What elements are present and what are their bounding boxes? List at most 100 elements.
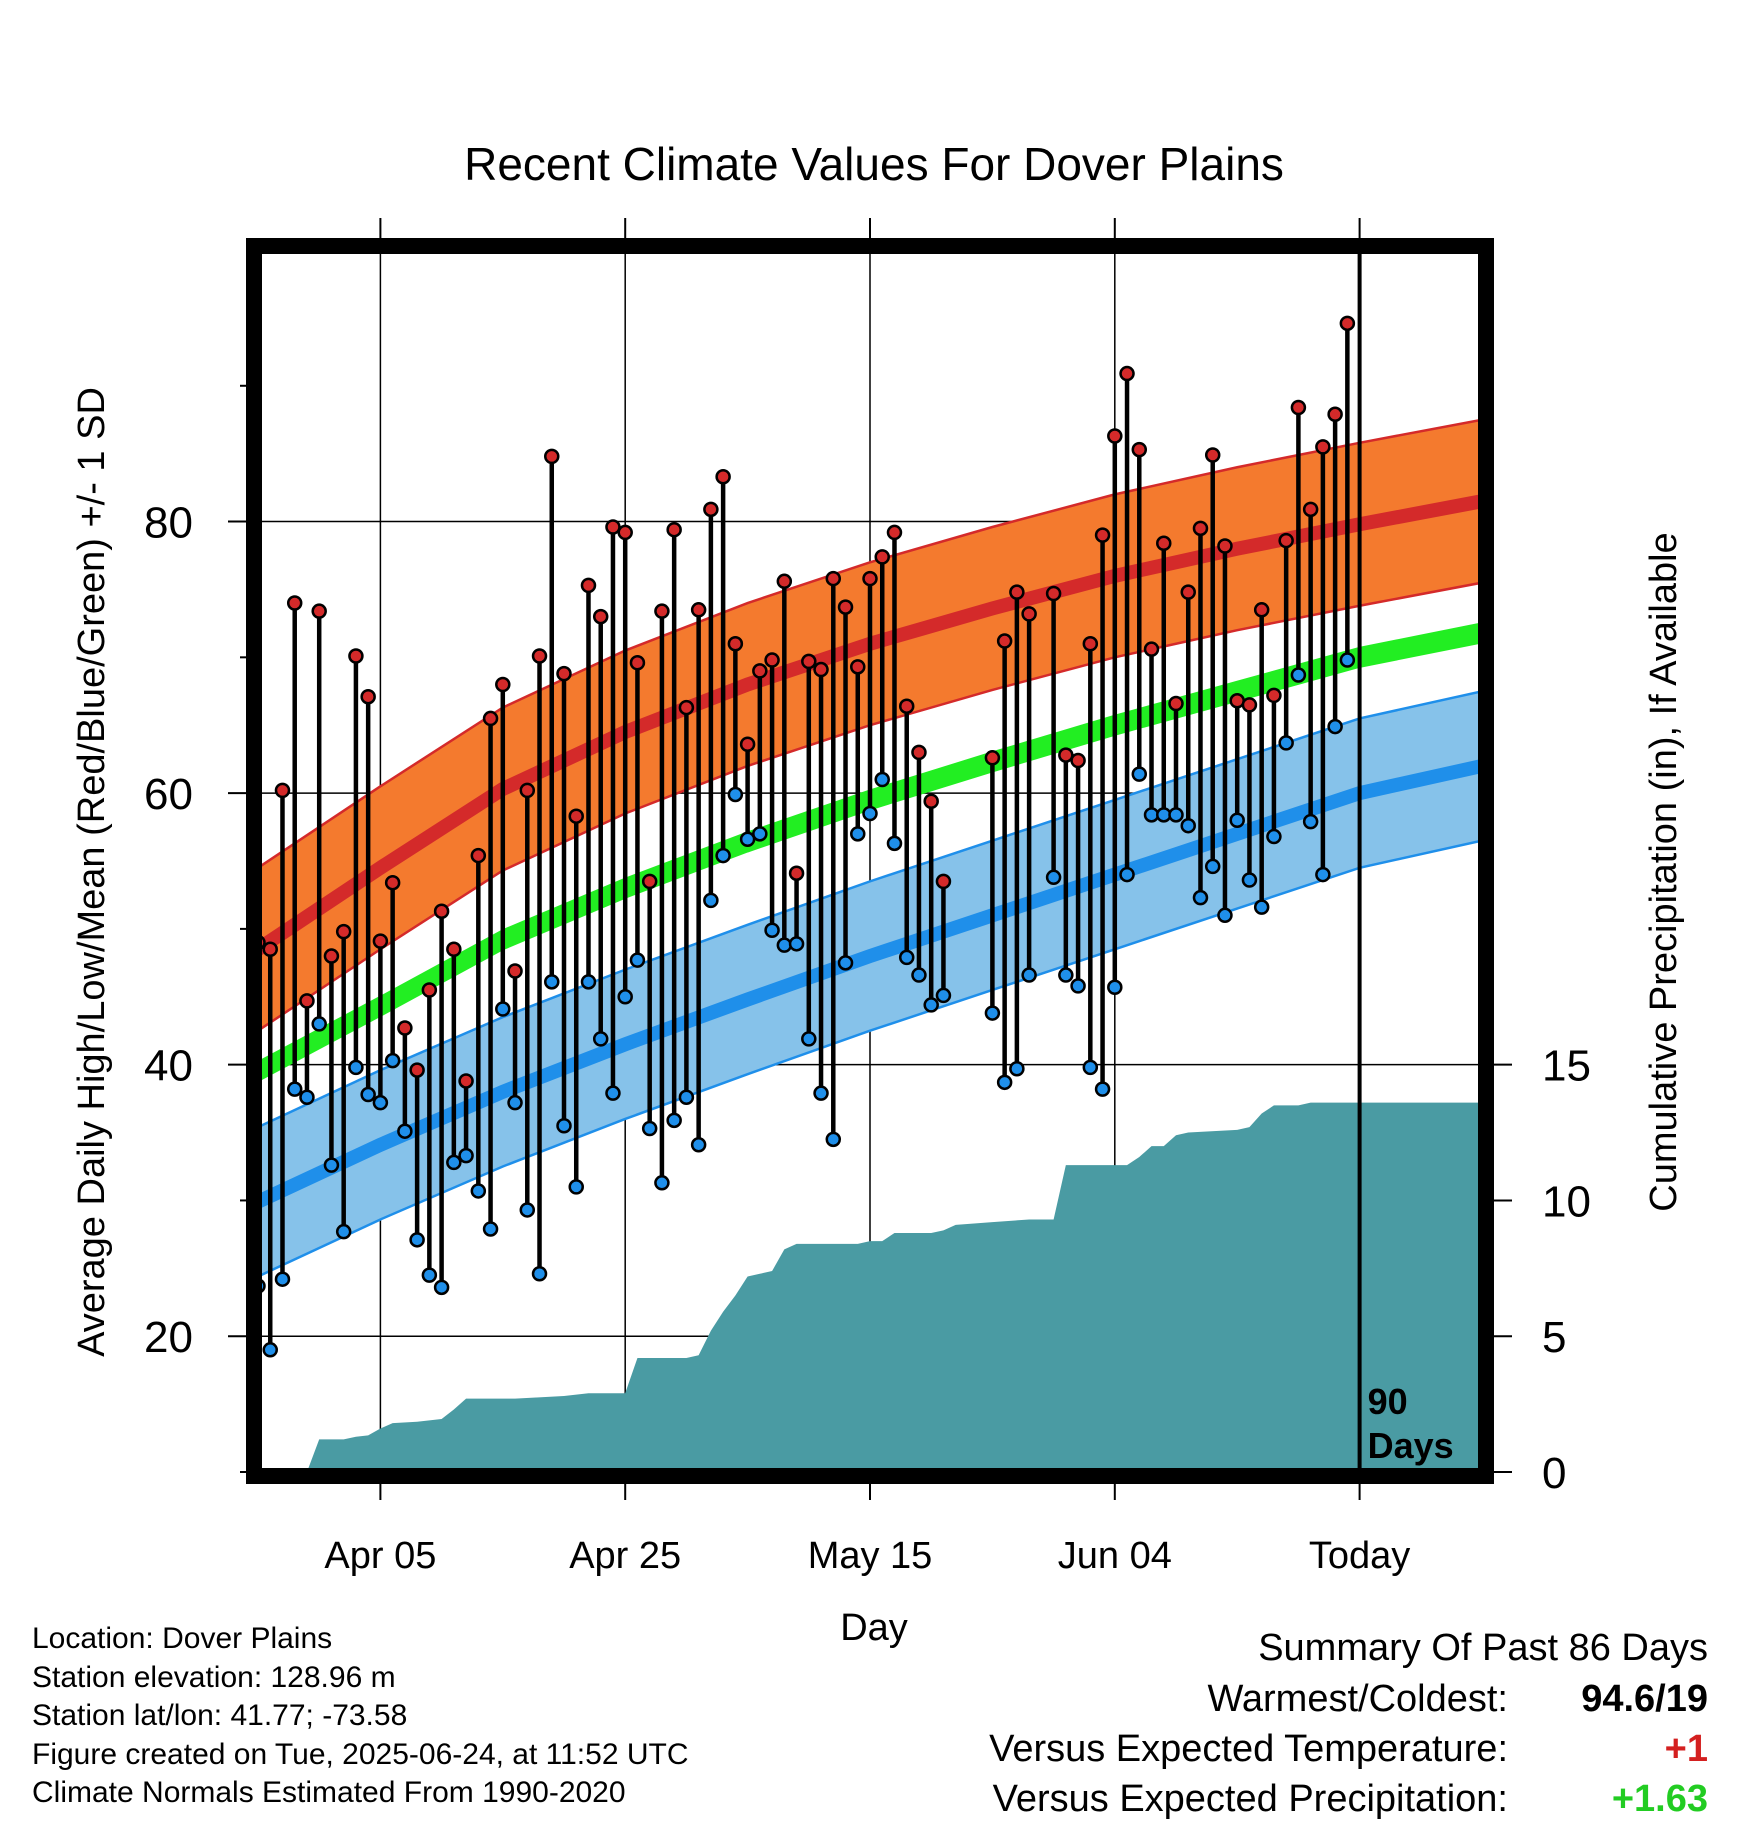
daily-low-point xyxy=(984,1005,1001,1021)
daily-record xyxy=(727,636,744,803)
daily-low-point xyxy=(519,1202,536,1218)
daily-record xyxy=(360,688,376,1103)
daily-low-point xyxy=(752,826,768,842)
daily-record xyxy=(825,570,842,1148)
warmest-coldest-value: 94.6/19 xyxy=(1581,1678,1708,1720)
daily-high-point xyxy=(874,549,890,565)
daily-low-point xyxy=(862,805,878,822)
normals-text: Climate Normals Estimated From 1990-2020 xyxy=(32,1776,626,1809)
low-normal-line xyxy=(255,759,1484,1209)
temp-delta-value: +1 xyxy=(1664,1728,1708,1770)
daily-record xyxy=(1315,439,1331,883)
daily-low-point xyxy=(1217,907,1233,924)
x-tick-label: Apr 05 xyxy=(324,1535,436,1577)
daily-low-point xyxy=(348,1059,364,1076)
daily-low-point xyxy=(641,1120,658,1137)
x-tick-label: May 15 xyxy=(808,1535,933,1577)
daily-low-point xyxy=(409,1232,425,1248)
daily-high-point xyxy=(384,874,401,891)
daily-record xyxy=(1143,641,1160,823)
daily-high-point xyxy=(507,963,523,979)
daily-low-point xyxy=(935,987,952,1004)
daily-record xyxy=(556,665,572,1134)
summary-row-precipitation: Versus Expected Precipitation: +1.63 xyxy=(948,1774,1708,1824)
x-tick-label: Jun 04 xyxy=(1058,1535,1172,1577)
today-days-word: Days xyxy=(1368,1425,1454,1466)
daily-record xyxy=(1070,752,1086,994)
daily-record xyxy=(1302,501,1319,830)
daily-record xyxy=(372,933,389,1111)
daily-low-point xyxy=(421,1267,438,1283)
y-right-tick-label: 10 xyxy=(1542,1177,1591,1226)
summary-title: Summary Of Past 86 Days xyxy=(1258,1627,1708,1669)
daily-record xyxy=(397,1020,413,1139)
daily-record xyxy=(1339,315,1356,668)
daily-high-point xyxy=(825,570,842,587)
station-info: Location: Dover Plains Station elevation… xyxy=(32,1620,689,1813)
daily-high-point xyxy=(654,603,670,619)
daily-record xyxy=(715,468,731,864)
daily-record xyxy=(1094,527,1111,1097)
daily-low-point xyxy=(446,1154,462,1171)
daily-low-point xyxy=(556,1118,572,1134)
daily-record xyxy=(1192,520,1209,906)
daily-low-point xyxy=(1045,869,1062,886)
daily-high-point xyxy=(1094,527,1111,543)
daily-record xyxy=(874,549,890,788)
daily-high-point xyxy=(690,602,707,618)
latlon-text: Station lat/lon: 41.77; -73.58 xyxy=(32,1699,408,1732)
daily-record xyxy=(470,847,487,1199)
daily-high-point xyxy=(752,663,768,679)
daily-high-point xyxy=(372,933,389,949)
daily-record xyxy=(1009,584,1025,1077)
daily-record xyxy=(531,648,548,1282)
daily-low-point xyxy=(568,1179,584,1195)
daily-record xyxy=(568,808,584,1195)
daily-record xyxy=(1253,602,1270,915)
daily-low-point xyxy=(1094,1081,1111,1097)
daily-low-point xyxy=(544,974,560,990)
daily-high-point xyxy=(1058,747,1074,763)
daily-low-point xyxy=(470,1183,487,1199)
daily-low-point xyxy=(764,922,780,938)
daily-record xyxy=(519,782,536,1218)
daily-high-point xyxy=(1339,315,1356,332)
daily-low-point xyxy=(690,1137,707,1153)
daily-record xyxy=(654,603,670,1191)
daily-high-point xyxy=(470,847,487,864)
daily-record xyxy=(262,941,278,1358)
daily-record xyxy=(1131,441,1148,782)
daily-record xyxy=(409,1062,425,1248)
daily-record xyxy=(1229,693,1245,829)
daily-low-point xyxy=(666,1112,682,1129)
daily-low-point xyxy=(323,1157,340,1173)
daily-record xyxy=(495,676,511,1017)
daily-high-point xyxy=(764,652,780,668)
warmest-coldest-label: Warmest/Coldest: xyxy=(1207,1678,1508,1720)
daily-high-point xyxy=(1156,535,1172,552)
daily-high-point xyxy=(1327,406,1343,423)
daily-high-point xyxy=(1119,365,1135,382)
precipitation-cumulative-area xyxy=(258,1102,1482,1472)
daily-low-point xyxy=(1204,858,1221,875)
daily-high-point xyxy=(1302,501,1319,518)
daily-high-point xyxy=(1217,538,1233,554)
daily-high-point xyxy=(862,570,878,587)
daily-low-point xyxy=(531,1266,548,1282)
daily-record xyxy=(666,521,682,1129)
daily-low-point xyxy=(1119,866,1135,883)
daily-record xyxy=(690,602,707,1153)
daily-record xyxy=(1278,532,1294,751)
daily-high-point xyxy=(1070,752,1086,769)
daily-record xyxy=(1217,538,1233,924)
daily-low-point xyxy=(311,1016,327,1032)
daily-high-point xyxy=(911,744,927,761)
daily-high-point xyxy=(886,524,903,541)
daily-high-point xyxy=(703,501,719,518)
daily-low-point xyxy=(996,1074,1013,1091)
daily-high-point xyxy=(482,710,499,727)
daily-low-point xyxy=(1131,766,1148,782)
daily-high-point xyxy=(531,648,548,664)
y-left-tick-label: 40 xyxy=(144,1042,193,1091)
